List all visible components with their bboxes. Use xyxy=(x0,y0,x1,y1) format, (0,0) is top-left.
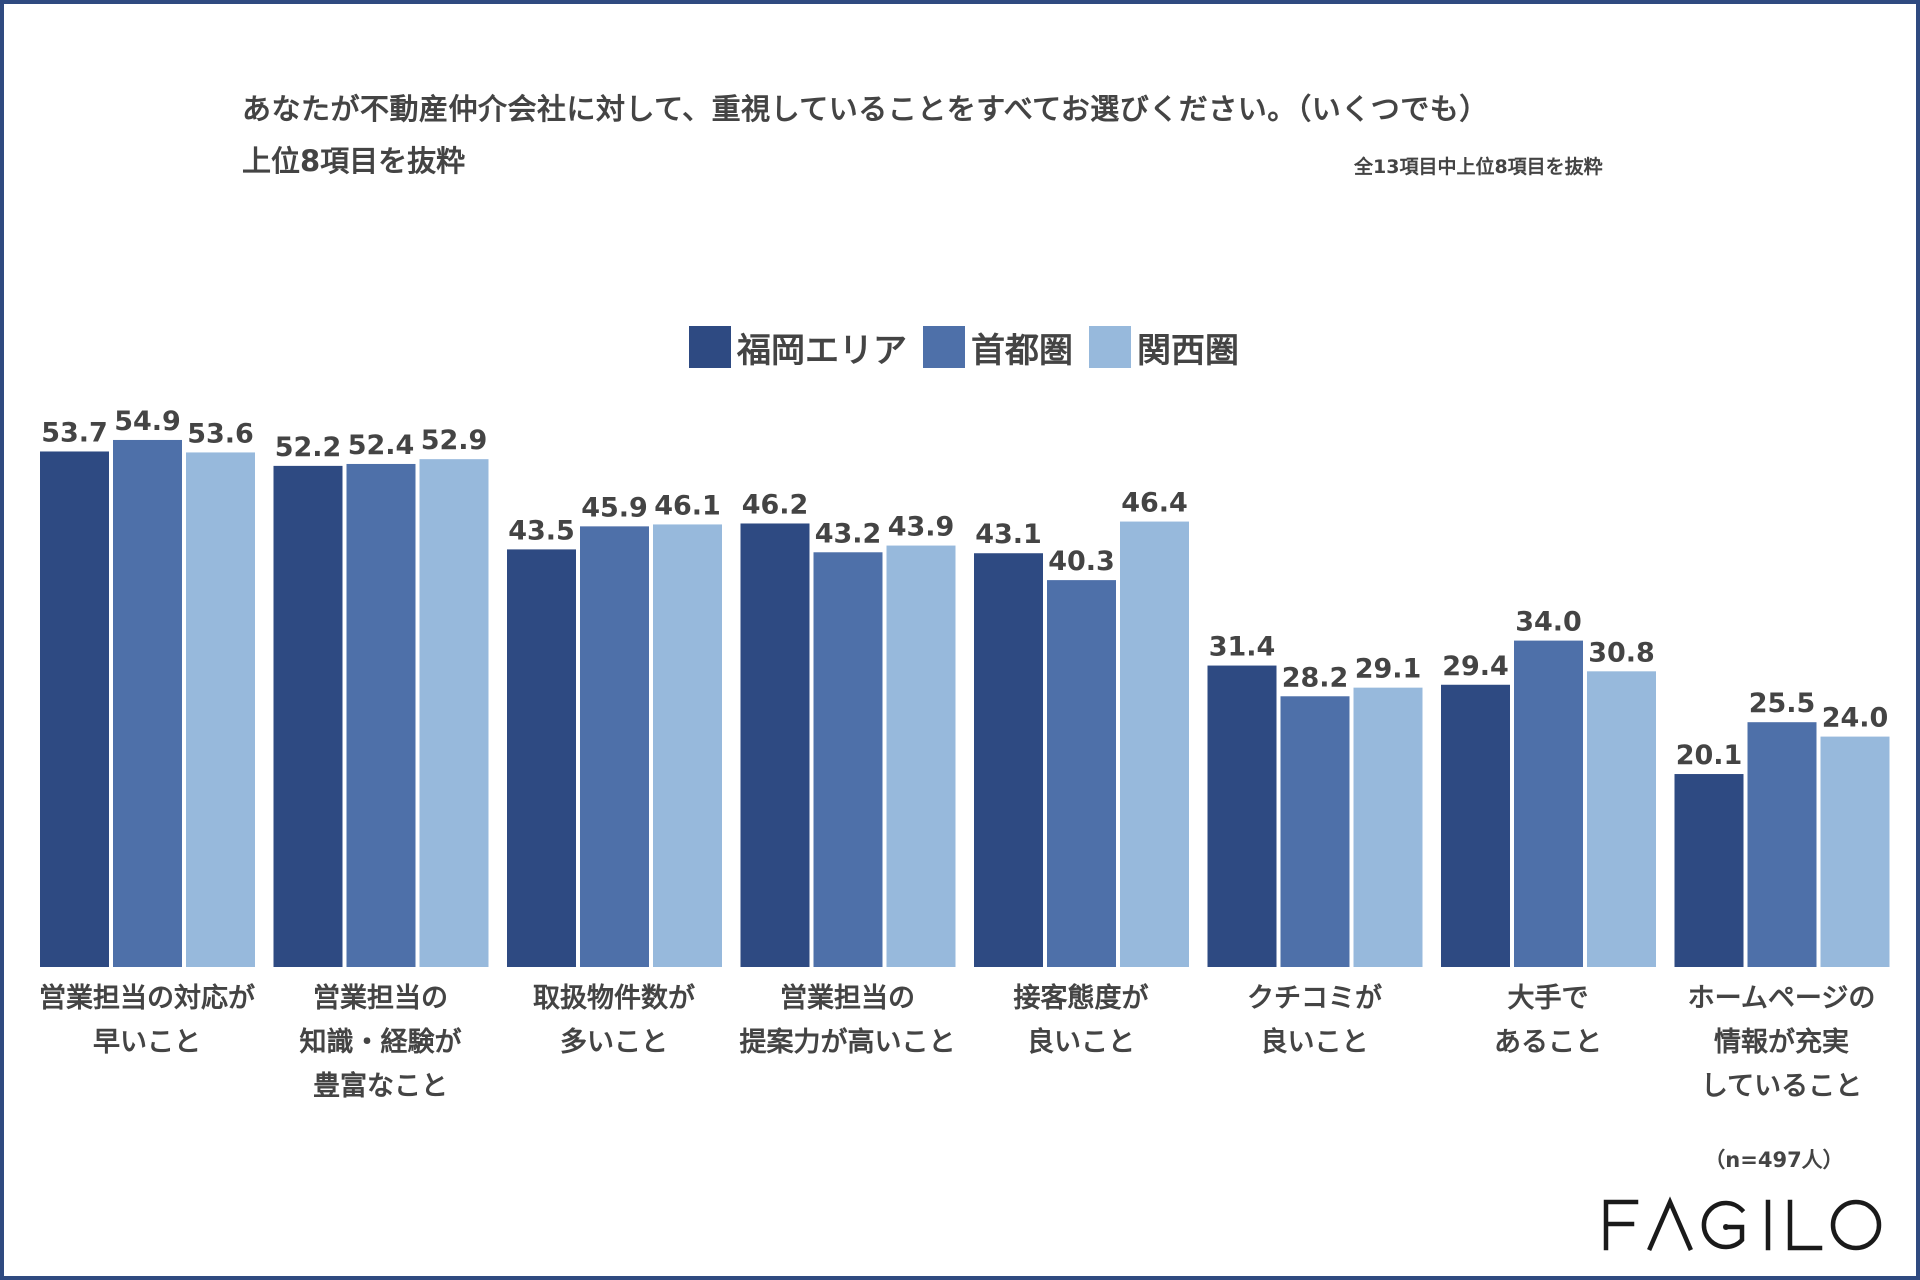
bar xyxy=(974,553,1043,967)
chart-note: 全13項目中上位8項目を抜粋 xyxy=(1354,156,1603,178)
bar xyxy=(1587,671,1656,967)
bar-group: 29.434.030.8 xyxy=(1441,607,1656,967)
data-label: 29.1 xyxy=(1355,654,1422,685)
sample-size: （n=497人） xyxy=(1704,1148,1844,1172)
bar xyxy=(273,465,343,967)
legend-swatch-kansai xyxy=(1089,326,1131,368)
chart-title: あなたが不動産仲介会社に対して、重視していることをすべてお選びください。（いくつ… xyxy=(242,92,1489,126)
legend-label-fukuoka: 福岡エリア xyxy=(737,330,907,371)
legend-label-shutoken: 首都圏 xyxy=(971,330,1073,371)
bar xyxy=(1820,736,1890,967)
legend-swatch-fukuoka xyxy=(689,326,731,368)
data-label: 54.9 xyxy=(114,406,181,437)
legend-label-kansai: 関西圏 xyxy=(1137,330,1239,371)
bar xyxy=(580,526,649,967)
data-label: 52.9 xyxy=(421,425,488,456)
bar xyxy=(1047,580,1116,967)
category-label: 営業担当の対応が早いこと xyxy=(39,982,255,1058)
bar-group: 43.545.9 46.1 xyxy=(507,490,722,967)
legend-item-kansai: 関西圏 xyxy=(1089,323,1239,372)
data-label: 40.3 xyxy=(1048,546,1115,577)
category-label: 取扱物件数が多いこと xyxy=(533,982,695,1058)
bar-group: 53.7 54.9 53.6 xyxy=(40,406,255,968)
bar xyxy=(1514,640,1583,967)
category-label: 大手であること xyxy=(1494,983,1602,1058)
bar xyxy=(507,549,576,967)
legend-item-fukuoka: 福岡エリア xyxy=(689,323,907,372)
bar xyxy=(1120,521,1189,967)
bar xyxy=(1674,774,1744,967)
bar xyxy=(740,523,810,967)
data-label: 53.6 xyxy=(187,418,254,449)
data-label: 24.0 xyxy=(1822,703,1889,734)
data-label: 52.2 xyxy=(275,432,342,463)
data-label: 46.4 xyxy=(1121,488,1188,519)
bar xyxy=(40,451,109,968)
data-label: 45.9 xyxy=(581,492,648,523)
bar-group: 31.428.2 29.1 xyxy=(1207,632,1423,967)
data-label: 46.2 xyxy=(742,489,809,520)
bar-group: 52.2 52.4 52.9 xyxy=(273,425,489,967)
bar xyxy=(813,552,883,967)
category-label: 営業担当の知識・経験が豊富なこと xyxy=(300,982,462,1102)
data-label: 43.9 xyxy=(888,512,955,543)
data-label: 30.8 xyxy=(1588,637,1655,668)
bar xyxy=(1747,722,1817,967)
category-label: クチコミが良いこと xyxy=(1247,982,1382,1058)
data-label: 43.1 xyxy=(975,519,1042,550)
chart-legend: 福岡エリア 首都圏 関西圏 xyxy=(689,326,1255,371)
bar xyxy=(1280,696,1350,967)
data-label: 31.4 xyxy=(1209,632,1276,663)
bar xyxy=(419,459,489,967)
bar xyxy=(186,452,255,967)
data-label: 28.2 xyxy=(1282,662,1349,693)
bar-group: 20.125.5 24.0 xyxy=(1674,688,1890,967)
data-label: 29.4 xyxy=(1442,651,1509,682)
bar xyxy=(346,463,416,967)
data-label: 46.1 xyxy=(654,490,721,521)
data-label: 25.5 xyxy=(1749,688,1816,719)
legend-item-shutoken: 首都圏 xyxy=(923,323,1073,372)
bar xyxy=(886,545,956,967)
bar-group: 43.140.346.4 xyxy=(974,488,1189,967)
bar-group: 46.243.2 43.9 xyxy=(740,489,956,967)
bar xyxy=(1441,684,1510,967)
fagilo-logo xyxy=(1603,1196,1882,1251)
legend-swatch-shutoken xyxy=(923,326,965,368)
bar xyxy=(1207,665,1277,967)
data-label: 34.0 xyxy=(1515,607,1582,638)
category-label: ホームページの情報が充実していること xyxy=(1688,983,1876,1102)
category-label: 営業担当の提案力が高いこと xyxy=(740,982,956,1058)
data-label: 52.4 xyxy=(348,430,415,461)
bar xyxy=(1353,687,1423,967)
data-label: 43.5 xyxy=(508,515,575,546)
chart-subtitle: 上位8項目を抜粋 xyxy=(242,144,466,178)
category-label: 接客態度が良いこと xyxy=(1014,982,1149,1058)
bar xyxy=(113,439,182,968)
data-label: 20.1 xyxy=(1676,740,1743,771)
data-label: 43.2 xyxy=(815,518,882,549)
data-label: 53.7 xyxy=(41,417,108,448)
bar xyxy=(653,524,722,967)
